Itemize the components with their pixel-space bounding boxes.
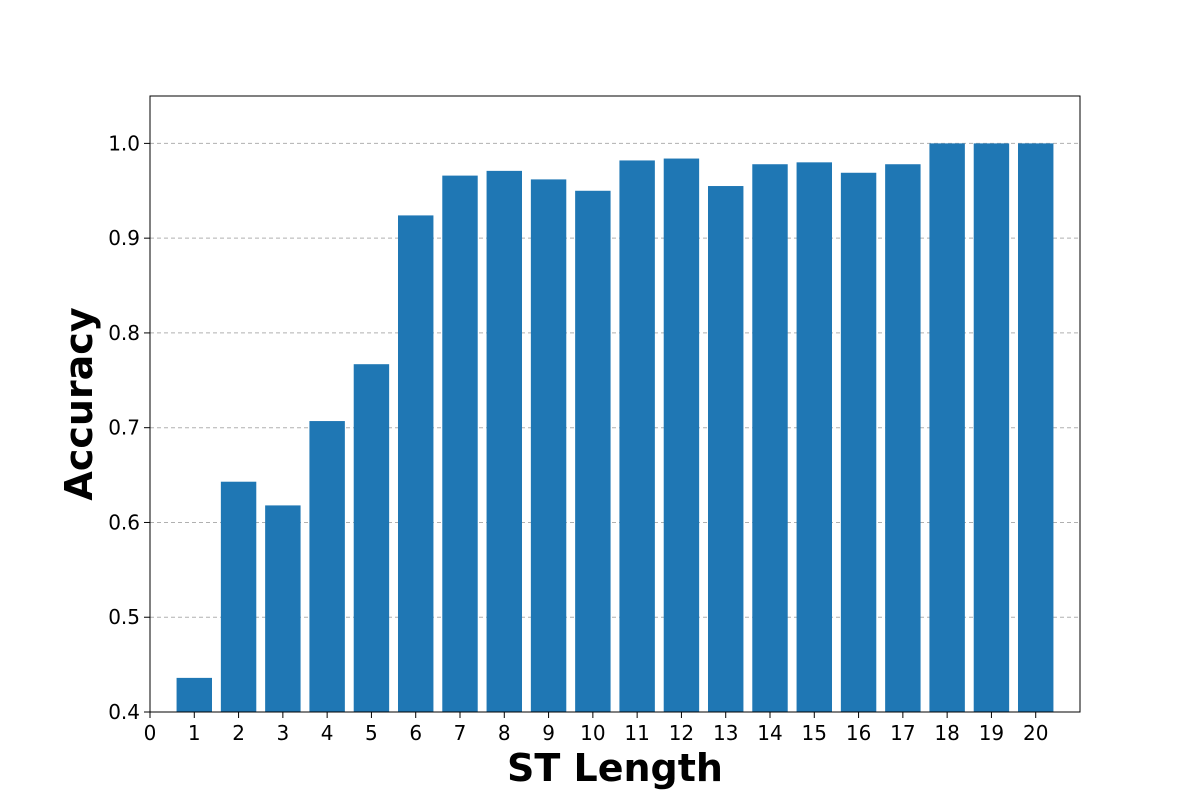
x-tick-label-11: 11 (624, 721, 649, 745)
bar-20 (1018, 143, 1054, 712)
bar-19 (973, 143, 1010, 712)
bar-17 (885, 164, 921, 713)
x-tick-label-8: 8 (498, 721, 511, 745)
x-tick-label-10: 10 (580, 721, 605, 745)
bar-2 (220, 481, 257, 712)
plot-area-frame (149, 95, 1081, 713)
y-tick-label-0.9: 0.9 (108, 226, 140, 250)
y-tick-label-0.4: 0.4 (108, 700, 140, 724)
bar-5 (353, 364, 390, 712)
x-tick-label-3: 3 (276, 721, 289, 745)
x-axis-ticks: 0 1 2 3 4 5 6 7 8 9 10 11 12 13 14 15 16 17 18 19 20 (144, 712, 1048, 745)
x-tick-label-4: 4 (321, 721, 334, 745)
x-tick-label-12: 12 (669, 721, 694, 745)
bar-18 (929, 143, 965, 712)
bar-3 (265, 505, 301, 712)
bar-8 (486, 170, 522, 713)
bar-7 (442, 175, 478, 713)
x-tick-label-5: 5 (365, 721, 378, 745)
bar-4 (309, 421, 345, 712)
x-tick-label-17: 17 (890, 721, 915, 745)
x-tick-label-18: 18 (934, 721, 959, 745)
bar-1 (176, 677, 212, 712)
y-tick-label-0.8: 0.8 (108, 321, 140, 345)
y-tick-label-0.7: 0.7 (108, 416, 140, 440)
grid-lines (150, 142, 1080, 713)
bar-15 (796, 162, 832, 713)
y-tick-label-0.5: 0.5 (108, 605, 140, 629)
bar-12 (663, 158, 700, 712)
bar-14 (752, 164, 788, 713)
y-axis-ticks: 0.4 0.5 0.6 0.7 0.8 0.9 1.0 (108, 131, 150, 724)
x-tick-label-0: 0 (144, 721, 157, 745)
y-tick-label-0.6: 0.6 (108, 510, 140, 534)
y-axis-title: Accuracy (57, 307, 101, 500)
x-tick-label-20: 20 (1023, 721, 1048, 745)
x-tick-label-1: 1 (188, 721, 201, 745)
bar-13 (708, 186, 744, 712)
bars (176, 143, 1054, 713)
x-tick-label-19: 19 (979, 721, 1004, 745)
bar-11 (619, 160, 655, 713)
x-tick-label-7: 7 (454, 721, 467, 745)
bar-10 (575, 190, 611, 712)
x-tick-label-13: 13 (713, 721, 738, 745)
bar-6 (398, 215, 434, 712)
x-tick-label-2: 2 (232, 721, 245, 745)
x-axis-title: ST Length (507, 746, 723, 790)
x-tick-label-16: 16 (846, 721, 871, 745)
x-tick-label-9: 9 (542, 721, 555, 745)
bar-16 (840, 172, 877, 713)
x-tick-label-14: 14 (757, 721, 782, 745)
y-tick-label-1.0: 1.0 (108, 131, 140, 155)
bar-9 (530, 179, 567, 713)
x-tick-label-15: 15 (802, 721, 827, 745)
x-tick-label-6: 6 (409, 721, 422, 745)
